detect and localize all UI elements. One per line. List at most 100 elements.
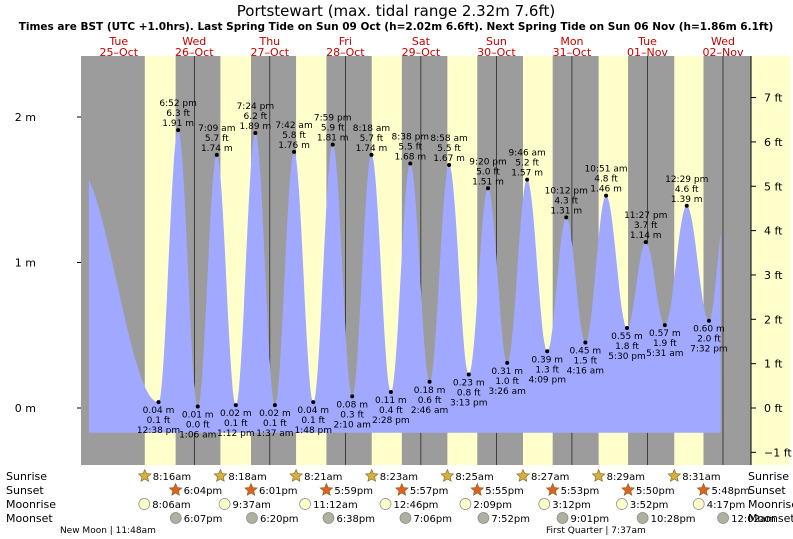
low-tide-metres: 0.04 m (143, 406, 175, 416)
low-tide-feet: 1.3 ft (535, 365, 559, 375)
high-tide-time: 9:20 pm (469, 157, 507, 167)
tide-point (706, 318, 711, 323)
low-tide-feet: 0.3 ft (340, 410, 364, 420)
y-label-ft: 5 ft (764, 180, 783, 193)
high-tide-metres: 1.91 m (162, 119, 194, 129)
low-tide-time: 1:12 pm (217, 429, 255, 439)
high-tide-metres: 1.46 m (590, 185, 622, 195)
day-name: Mon (560, 35, 583, 48)
moonrise-time: 3:52pm (630, 500, 669, 511)
sunrise-star-icon (667, 468, 682, 482)
moonrise-time: 12:46pm (394, 500, 439, 511)
high-tide-time: 6:52 pm (159, 99, 197, 109)
high-tide-feet: 6.2 ft (243, 112, 267, 122)
tide-point (388, 389, 393, 394)
sunset-time: 5:57pm (410, 486, 449, 497)
low-tide-time: 4:09 pm (528, 375, 566, 385)
chart-subtitle: Times are BST (UTC +1.0hrs). Last Spring… (19, 21, 774, 33)
y-label-ft: 2 ft (764, 313, 783, 326)
low-tide-time: 3:26 am (489, 387, 526, 397)
high-tide-metres: 1.57 m (511, 169, 543, 179)
low-tide-feet: 1.5 ft (574, 357, 598, 367)
sunrise-star-icon (213, 468, 228, 482)
low-tide-time: 4:16 am (567, 367, 604, 377)
high-tide-feet: 5.7 ft (360, 134, 384, 144)
day-name: Thu (258, 35, 280, 48)
low-tide-metres: 0.11 m (375, 396, 407, 406)
moonrise-moon-icon (459, 498, 472, 510)
high-tide-time: 10:51 am (585, 165, 628, 175)
high-tide-time: 8:58 am (430, 134, 467, 144)
low-tide-metres: 0.02 m (259, 409, 291, 419)
high-tide-feet: 4.3 ft (554, 196, 578, 206)
tide-point (369, 152, 374, 157)
y-label-ft: 3 ft (764, 269, 783, 282)
moonrise-row-label-right: Moonrise (748, 498, 793, 511)
sunrise-star-icon (364, 468, 379, 482)
sunrise-time: 8:21am (304, 472, 342, 483)
moonset-time: 9:01pm (571, 514, 610, 525)
moonset-time: 6:07pm (184, 514, 223, 525)
tide-point (583, 340, 588, 345)
water-area (88, 130, 721, 433)
tide-point (545, 349, 550, 354)
day-date: 29–Oct (402, 46, 441, 59)
sunset-star-icon (394, 482, 409, 496)
sunrise-star-icon (516, 468, 530, 482)
daylight-band (751, 56, 790, 465)
day-name: Sun (486, 35, 507, 48)
high-tide-time: 7:09 am (198, 124, 235, 134)
high-tide-feet: 6.3 ft (166, 109, 190, 119)
low-tide-metres: 0.04 m (297, 406, 329, 416)
day-date: 27–Oct (251, 46, 290, 59)
low-tide-metres: 0.57 m (649, 329, 681, 339)
moonrise-time: 3:12pm (552, 500, 591, 511)
moonrise-moon-icon (379, 498, 392, 510)
high-tide-feet: 5.8 ft (282, 131, 306, 141)
moonset-moon-icon (717, 512, 729, 524)
day-date: 26–Oct (175, 46, 214, 59)
moonset-time: 7:52pm (491, 514, 530, 525)
moonset-row-label-right: Moonset (748, 512, 793, 525)
tide-point (525, 177, 530, 182)
sunset-star-icon (545, 482, 560, 496)
sunset-star-icon (244, 482, 258, 496)
tide-point (505, 360, 510, 365)
tide-point (350, 394, 355, 399)
moonrise-moon-icon (538, 498, 551, 510)
low-tide-time: 5:31 am (646, 349, 683, 359)
y-label-ft: 7 ft (764, 92, 783, 105)
sunset-time: 6:04pm (184, 486, 223, 497)
high-tide-time: 10:12 pm (545, 186, 588, 196)
sunrise-row-label-left: Sunrise (6, 470, 47, 483)
tide-curve (88, 130, 721, 433)
moonset-moon-icon (399, 512, 412, 524)
high-tide-feet: 4.8 ft (594, 175, 618, 185)
sunrise-time: 8:16am (153, 472, 191, 483)
tide-point (564, 215, 569, 220)
moonrise-time: 8:06am (152, 500, 190, 511)
high-tide-metres: 1.89 m (240, 122, 272, 132)
sunrise-time: 8:31am (682, 472, 720, 483)
moonset-row-label-left: Moonset (6, 512, 53, 525)
sunset-time: 5:53pm (561, 486, 600, 497)
sunset-row-label-left: Sunset (6, 484, 44, 497)
low-tide-time: 3:13 pm (450, 399, 488, 409)
high-tide-time: 12:29 pm (665, 175, 708, 185)
low-tide-time: 1:37 am (256, 429, 293, 439)
sunset-time: 6:01pm (259, 486, 298, 497)
high-tide-time: 7:24 pm (237, 102, 275, 112)
day-name: Tue (637, 35, 657, 48)
high-tide-time: 8:38 pm (392, 133, 430, 143)
high-tide-feet: 5.0 ft (476, 167, 500, 177)
axes: 0 m 1 m 2 m −1 ft 0 ft 1 ft 2 ft 3 ft 4 ft 5 ft 6 … (15, 56, 792, 465)
tide-point (292, 149, 297, 154)
tide-point (408, 161, 413, 166)
sunrise-star-icon (137, 468, 152, 482)
tide-point (625, 325, 630, 330)
high-tide-feet: 4.6 ft (675, 185, 699, 195)
day-name: Tue (108, 35, 128, 48)
low-tide-metres: 0.39 m (531, 355, 563, 365)
high-tide-feet: 5.5 ft (398, 143, 422, 153)
